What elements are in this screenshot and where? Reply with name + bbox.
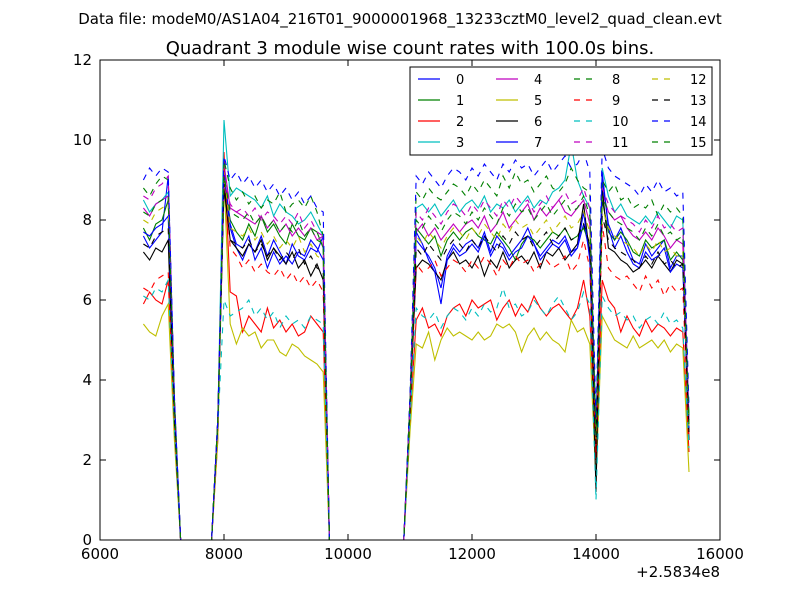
y-tick-label: 10 — [73, 131, 92, 149]
y-tick-label: 12 — [73, 51, 92, 69]
x-tick-label: 6000 — [81, 545, 119, 563]
legend-label-13: 13 — [690, 94, 707, 109]
y-tick-label: 4 — [82, 371, 92, 389]
legend-label-11: 11 — [612, 136, 629, 151]
legend-label-6: 6 — [534, 115, 542, 130]
plot-lines — [142, 119, 690, 541]
x-tick-label: 12000 — [448, 545, 496, 563]
legend-label-4: 4 — [534, 73, 542, 88]
legend-box — [409, 66, 713, 156]
legend-label-12: 12 — [690, 73, 707, 88]
legend-label-0: 0 — [456, 73, 464, 88]
legend-label-3: 3 — [456, 136, 464, 151]
x-tick-label: 8000 — [205, 545, 243, 563]
legend-label-7: 7 — [534, 136, 542, 151]
y-tick-label: 2 — [82, 451, 92, 469]
x-tick-label: 14000 — [572, 545, 620, 563]
series-line-15 — [143, 175, 690, 541]
legend-label-2: 2 — [456, 115, 464, 130]
x-tick-label: 16000 — [696, 545, 744, 563]
legend-label-8: 8 — [612, 73, 620, 88]
legend-label-15: 15 — [690, 136, 707, 151]
series-line-9 — [143, 167, 690, 541]
series-line-13 — [143, 183, 690, 541]
legend-label-1: 1 — [456, 94, 464, 109]
x-offset-label: +2.5834e8 — [636, 563, 720, 581]
x-axis: 6000 8000 10000 12000 14000 16000 — [81, 60, 744, 563]
suptitle: Data file: modeM0/AS1A04_216T01_90000019… — [78, 10, 722, 29]
legend-label-10: 10 — [612, 115, 629, 130]
series-line-12 — [143, 171, 690, 541]
series-line-10 — [143, 277, 690, 541]
chart-title: Quadrant 3 module wise count rates with … — [166, 38, 655, 59]
x-tick-label: 10000 — [324, 545, 372, 563]
series-line-14 — [142, 147, 690, 541]
legend-label-9: 9 — [612, 94, 620, 109]
y-tick-label: 0 — [82, 531, 92, 549]
legend-label-14: 14 — [690, 115, 707, 130]
legend-label-5: 5 — [534, 94, 542, 109]
y-tick-label: 8 — [82, 211, 92, 229]
y-tick-label: 6 — [82, 291, 92, 309]
